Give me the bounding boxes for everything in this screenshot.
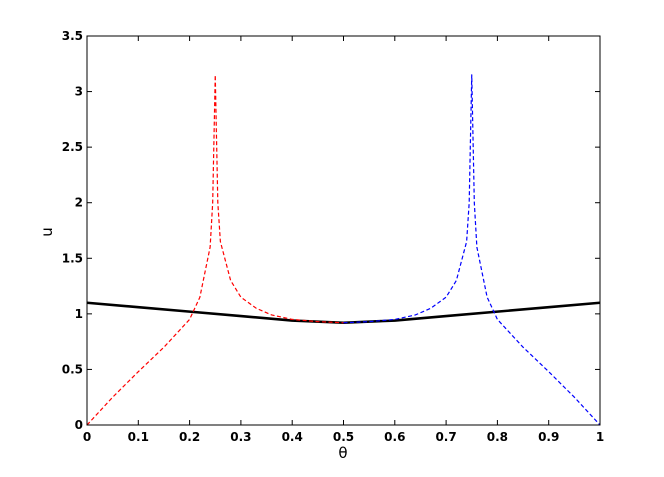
x-tick-label: 1 — [596, 430, 604, 444]
y-axis-label: u — [38, 227, 56, 237]
y-tick-label: 1.5 — [62, 251, 83, 265]
y-tick-label: 3 — [75, 85, 83, 99]
y-tick-label: 0 — [75, 418, 83, 432]
axes-layer: 0 0.1 0.2 0.3 0.4 0.5 0.6 0.7 0.8 0.9 1 0 0.5 1 1.5 2 2.… — [62, 29, 604, 444]
y-tick-label: 0.5 — [62, 362, 83, 376]
series-line-1 — [86, 301, 601, 325]
series-line-3 — [343, 74, 601, 426]
y-tick-label: 2 — [75, 196, 83, 210]
x-axis-label: θ — [338, 444, 347, 462]
plot-frame — [86, 35, 601, 426]
series-line-2 — [86, 74, 344, 426]
x-tick-label: 0.8 — [487, 430, 508, 444]
y-tick-label: 1 — [75, 307, 83, 321]
x-tick-label: 0.4 — [282, 430, 303, 444]
series-layer — [86, 74, 601, 426]
y-tick-label: 3.5 — [62, 29, 83, 43]
x-tick-label: 0 — [83, 430, 91, 444]
x-tick-label: 0.6 — [384, 430, 405, 444]
x-tick-label: 0.3 — [230, 430, 251, 444]
x-tick-label: 0.5 — [333, 430, 354, 444]
x-tick-label: 0.7 — [435, 430, 456, 444]
x-tick-label: 0.9 — [538, 430, 559, 444]
x-tick-label: 0.2 — [179, 430, 200, 444]
y-tick-label: 2.5 — [62, 140, 83, 154]
x-tick-label: 0.1 — [128, 430, 149, 444]
